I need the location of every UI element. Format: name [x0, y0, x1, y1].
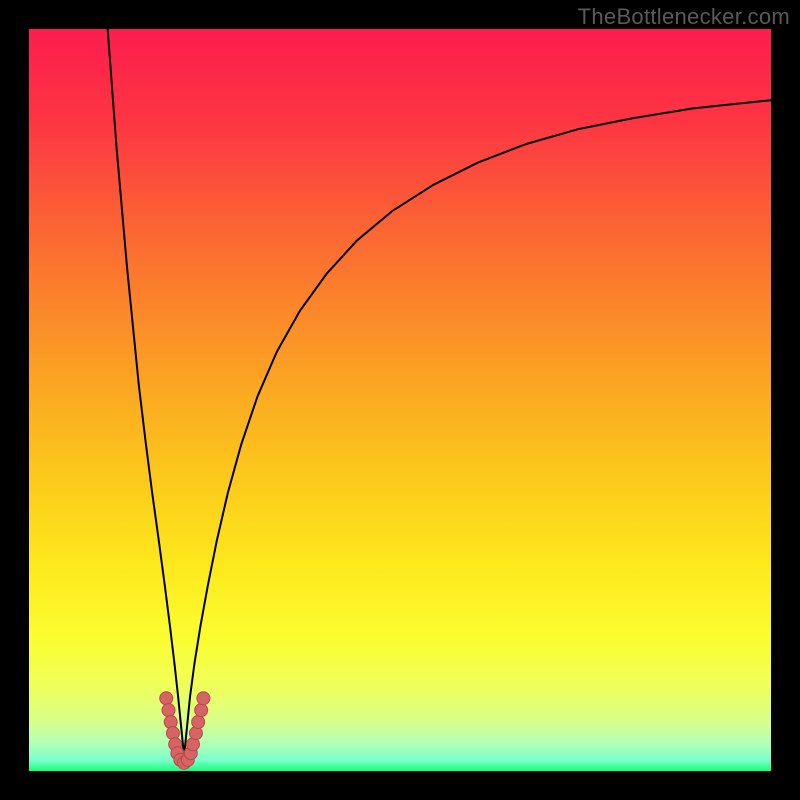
marker-point [192, 716, 205, 729]
marker-point [160, 692, 173, 705]
marker-point [162, 704, 175, 717]
chart-container: TheBottlenecker.com [0, 0, 800, 800]
watermark-text: TheBottlenecker.com [578, 4, 790, 30]
marker-point [197, 692, 210, 705]
gradient-v-chart [0, 0, 800, 800]
marker-point [195, 704, 208, 717]
